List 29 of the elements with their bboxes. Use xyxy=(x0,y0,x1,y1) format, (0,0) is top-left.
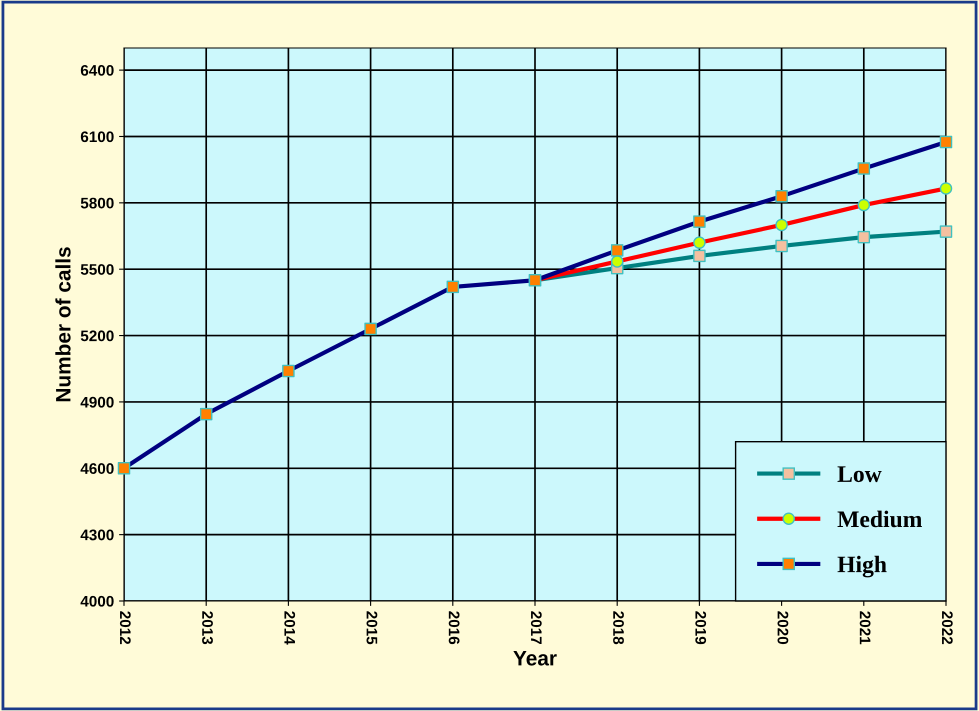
x-tick-label: 2022 xyxy=(942,611,953,644)
point xyxy=(858,230,870,244)
y-tick-label: 5500 xyxy=(80,264,114,275)
x-tick-label: 2012 xyxy=(120,611,131,644)
point xyxy=(775,240,788,252)
x-tick-label: 2014 xyxy=(284,611,296,645)
y-tick-label: 4600 xyxy=(80,463,114,474)
x-tick-label: 2021 xyxy=(860,611,871,644)
x-tick-label: 2018 xyxy=(613,611,624,644)
y-tick-label: 6400 xyxy=(80,64,114,76)
y-tick-label: 5200 xyxy=(80,330,114,342)
y-tick-label: 4900 xyxy=(80,396,114,408)
legend-label: Medium xyxy=(838,510,922,528)
point xyxy=(693,250,706,262)
x-tick-label: 2013 xyxy=(202,611,213,644)
y-tick-label: 5800 xyxy=(80,198,114,209)
x-tick-label: 2015 xyxy=(366,611,378,644)
x-tick-label: 2016 xyxy=(448,611,460,644)
x-tick-label: 2019 xyxy=(695,611,706,644)
y-tick-label: 4300 xyxy=(80,530,114,540)
x-axis-title: Year xyxy=(513,651,557,666)
y-tick-label: 4000 xyxy=(80,596,114,607)
point xyxy=(940,225,952,238)
y-tick-label: 6100 xyxy=(80,131,114,142)
x-tick-label: 2017 xyxy=(530,611,542,644)
legend-label: High xyxy=(838,556,887,578)
x-tick-label: 2020 xyxy=(778,611,788,644)
legend-label: Low xyxy=(838,466,882,482)
y-axis-title: Number of calls xyxy=(55,247,71,402)
